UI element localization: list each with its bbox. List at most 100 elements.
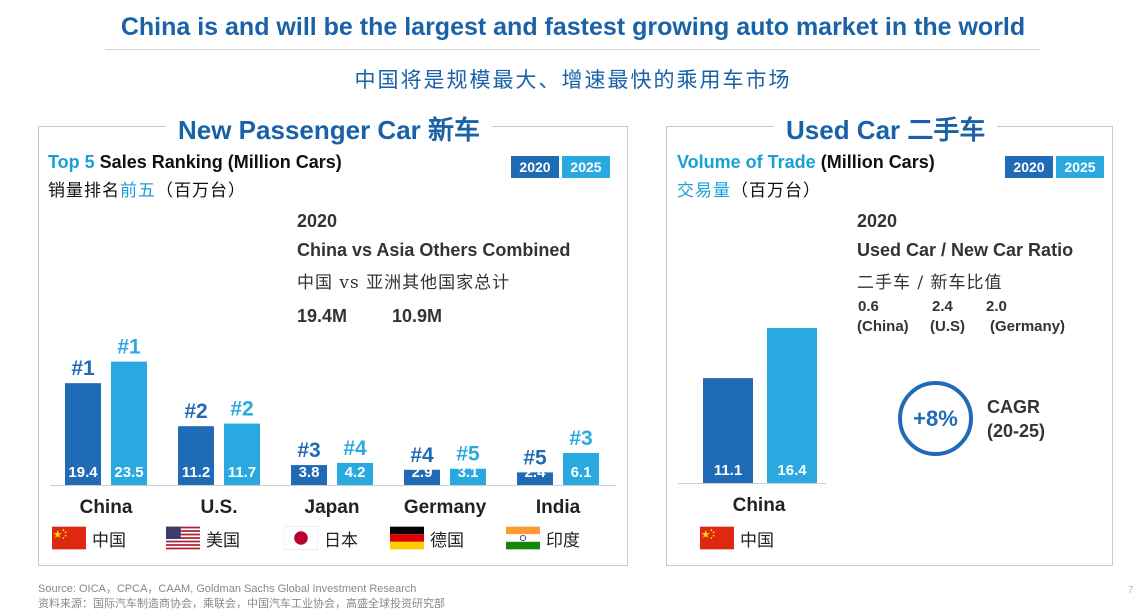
bar-us-2020 — [178, 426, 214, 485]
germany-flag-item: 德国 — [390, 526, 464, 551]
china-flag-icon — [700, 526, 734, 550]
cagr-label: CAGR — [987, 397, 1040, 417]
cagr-period: (20-25) — [987, 421, 1046, 441]
new-car-sales-chart: 19.4#123.5#111.2#211.7#23.8#34.2#42.9#43… — [50, 336, 616, 486]
page-subtitle: 中国将是规模最大、增速最快的乘用车市场 — [354, 68, 792, 92]
ratio-label-us: (U.S) — [930, 318, 965, 335]
legend-2020-used: 2020 — [1005, 156, 1053, 178]
bar-germany-2020 — [404, 469, 440, 485]
value-label-india-2025: 6.1 — [571, 464, 592, 481]
flag-label-japan: 日本 — [324, 530, 358, 551]
new-car-metric-cn: 销量排名前五（百万台） — [48, 176, 246, 201]
rank-label-japan-2020: #3 — [297, 439, 320, 462]
value-label-india-2020: 2.4 — [525, 464, 547, 481]
china-flag-icon — [52, 526, 86, 550]
country-label-japan: Japan — [304, 497, 360, 518]
bar-china-2025 — [111, 361, 147, 485]
value-label-japan-2025: 4.2 — [345, 464, 366, 481]
bar-japan-2025 — [337, 462, 373, 485]
new-car-metric-cn-b: 前五 — [120, 181, 156, 201]
new-car-heading: New Passenger Car 新车 — [166, 110, 493, 147]
used-car-note-cn: 二手车 / 新车比值 — [857, 273, 1003, 293]
ratio-label-china: (China) — [857, 318, 909, 335]
new-car-metric: Top 5 Sales Ranking (Million Cars) — [48, 152, 342, 173]
used-car-metric-cn-highlight: 交易量 — [677, 181, 731, 201]
used-car-metric-cn-rest: （百万台） — [731, 181, 821, 201]
new-car-note-value-asia: 10.9M — [392, 306, 443, 326]
used-china-flag-item: 中国 — [700, 526, 774, 551]
bar-india-2020 — [517, 472, 553, 485]
value-label-used-china-2025: 16.4 — [777, 462, 807, 479]
rank-label-japan-2025: #4 — [343, 437, 367, 460]
used-country-label-china: China — [732, 495, 786, 516]
new-car-note-value-china: 19.4M — [297, 306, 348, 326]
us-flag-item: 美国 — [166, 526, 240, 551]
bar-germany-2025 — [450, 468, 486, 485]
flag-label-us: 美国 — [206, 530, 240, 551]
country-label-india: India — [535, 497, 581, 518]
flag-label-india: 印度 — [546, 530, 580, 551]
value-label-china-2025: 23.5 — [114, 464, 143, 481]
bar-us-2025 — [224, 423, 260, 485]
used-car-metric-rest: (Million Cars) — [815, 152, 935, 172]
legend-2025-new: 2025 — [562, 156, 610, 178]
used-car-note-year: 2020 — [857, 211, 898, 231]
new-car-metric-rest: Sales Ranking (Million Cars) — [94, 152, 342, 172]
legend-2020-new: 2020 — [511, 156, 559, 178]
new-car-metric-cn-a: 销量排名 — [48, 181, 120, 201]
japan-flag-icon — [284, 526, 318, 550]
bar-used-china-2020 — [703, 378, 753, 483]
value-label-germany-2020: 2.9 — [412, 464, 433, 481]
value-label-germany-2025: 3.1 — [458, 464, 479, 481]
new-car-metric-cn-c: （百万台） — [156, 181, 246, 201]
ratio-value-germany: 2.0 — [986, 298, 1007, 315]
cagr-badge: +8% — [898, 381, 973, 456]
source-en: Source: OICA，CPCA，CAAM, Goldman Sachs Gl… — [38, 583, 417, 595]
used-flag-label-china: 中国 — [740, 530, 774, 551]
used-car-volume-chart: 11.1 16.4 — [678, 328, 826, 484]
cagr-value: +8% — [913, 405, 958, 431]
flag-label-china: 中国 — [92, 530, 126, 551]
rank-label-china-2020: #1 — [71, 357, 95, 380]
value-label-used-china-2020: 11.1 — [714, 462, 742, 479]
value-label-us-2020: 11.2 — [182, 464, 210, 481]
value-label-us-2025: 11.7 — [228, 464, 256, 481]
china-flag-item: 中国 — [52, 526, 126, 551]
new-car-metric-highlight: Top 5 — [48, 152, 95, 172]
used-car-metric: Volume of Trade (Million Cars) — [677, 152, 935, 173]
flag-label-germany: 德国 — [430, 530, 464, 551]
value-label-china-2020: 19.4 — [68, 464, 98, 481]
value-label-japan-2020: 3.8 — [299, 464, 320, 481]
us-flag-icon — [166, 526, 200, 550]
ratio-value-us: 2.4 — [932, 298, 953, 315]
page-title: China is and will be the largest and fas… — [120, 13, 1026, 41]
rank-label-germany-2020: #4 — [410, 444, 434, 467]
country-label-us: U.S. — [200, 497, 238, 518]
country-label-germany: Germany — [403, 497, 487, 518]
rank-label-us-2020: #2 — [184, 400, 207, 423]
rank-label-germany-2025: #5 — [456, 443, 480, 466]
bar-china-2020 — [65, 383, 101, 485]
country-label-china: China — [79, 497, 133, 518]
bar-india-2025 — [563, 452, 599, 485]
used-car-metric-highlight: Volume of Trade — [677, 152, 816, 172]
source-cn: 资料来源：国际汽车制造商协会，乘联会，中国汽车工业协会，高盛全球投资研究部 — [38, 597, 445, 610]
used-car-heading: Used Car 二手车 — [774, 110, 998, 147]
legend-2025-used: 2025 — [1056, 156, 1104, 178]
title-divider — [105, 49, 1040, 50]
india-flag-icon — [506, 526, 540, 550]
ratio-label-germany: (Germany) — [990, 318, 1066, 335]
new-car-note-cn: 中国 vs 亚洲其他国家总计 — [297, 273, 511, 293]
bar-japan-2020 — [291, 465, 327, 485]
india-flag-item: 印度 — [506, 526, 580, 551]
ratio-value-china: 0.6 — [858, 298, 879, 315]
rank-label-china-2025: #1 — [117, 336, 141, 359]
rank-label-india-2025: #3 — [569, 427, 592, 450]
new-car-note-title: China vs Asia Others Combined — [297, 240, 571, 260]
rank-label-india-2020: #5 — [523, 446, 547, 469]
used-car-note-title: Used Car / New Car Ratio — [857, 240, 1074, 260]
bar-used-china-2025 — [767, 328, 817, 483]
japan-flag-item: 日本 — [284, 526, 358, 551]
germany-flag-icon — [390, 526, 424, 550]
used-car-metric-cn: 交易量（百万台） — [677, 176, 821, 201]
